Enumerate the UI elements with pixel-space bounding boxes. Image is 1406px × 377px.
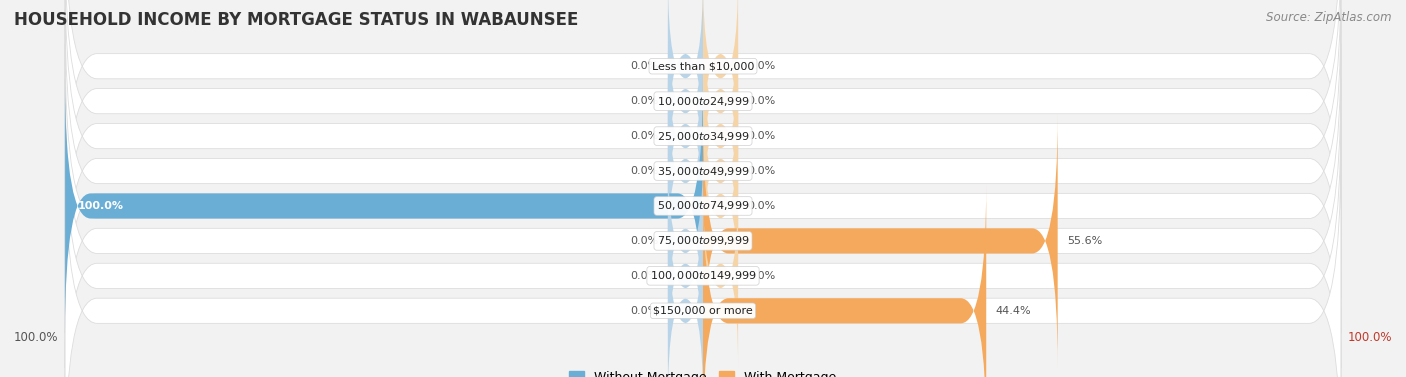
FancyBboxPatch shape — [65, 0, 1341, 298]
FancyBboxPatch shape — [703, 44, 738, 228]
FancyBboxPatch shape — [668, 219, 703, 377]
Text: 44.4%: 44.4% — [995, 306, 1032, 316]
Text: 0.0%: 0.0% — [748, 96, 776, 106]
Text: 100.0%: 100.0% — [77, 201, 124, 211]
Text: 0.0%: 0.0% — [630, 166, 658, 176]
Text: $10,000 to $24,999: $10,000 to $24,999 — [657, 95, 749, 108]
FancyBboxPatch shape — [65, 0, 1341, 228]
Text: 0.0%: 0.0% — [630, 271, 658, 281]
FancyBboxPatch shape — [65, 9, 1341, 333]
Text: $50,000 to $74,999: $50,000 to $74,999 — [657, 199, 749, 213]
FancyBboxPatch shape — [703, 184, 738, 368]
Text: Less than $10,000: Less than $10,000 — [652, 61, 754, 71]
Text: Source: ZipAtlas.com: Source: ZipAtlas.com — [1267, 11, 1392, 24]
Text: 55.6%: 55.6% — [1067, 236, 1102, 246]
FancyBboxPatch shape — [668, 0, 703, 158]
FancyBboxPatch shape — [65, 44, 1341, 368]
FancyBboxPatch shape — [703, 0, 738, 158]
Text: 0.0%: 0.0% — [630, 96, 658, 106]
FancyBboxPatch shape — [703, 184, 986, 377]
Text: HOUSEHOLD INCOME BY MORTGAGE STATUS IN WABAUNSEE: HOUSEHOLD INCOME BY MORTGAGE STATUS IN W… — [14, 11, 578, 29]
FancyBboxPatch shape — [703, 114, 738, 298]
Text: $75,000 to $99,999: $75,000 to $99,999 — [657, 234, 749, 247]
Text: 0.0%: 0.0% — [630, 236, 658, 246]
Text: 0.0%: 0.0% — [748, 131, 776, 141]
FancyBboxPatch shape — [668, 149, 703, 333]
Text: 0.0%: 0.0% — [630, 131, 658, 141]
Text: 0.0%: 0.0% — [630, 61, 658, 71]
Text: 0.0%: 0.0% — [748, 201, 776, 211]
FancyBboxPatch shape — [703, 114, 1057, 368]
FancyBboxPatch shape — [668, 79, 703, 263]
Text: $150,000 or more: $150,000 or more — [654, 306, 752, 316]
FancyBboxPatch shape — [65, 79, 1341, 377]
Text: 0.0%: 0.0% — [748, 271, 776, 281]
Text: 100.0%: 100.0% — [1347, 331, 1392, 344]
Legend: Without Mortgage, With Mortgage: Without Mortgage, With Mortgage — [564, 366, 842, 377]
Text: 0.0%: 0.0% — [748, 61, 776, 71]
Text: 0.0%: 0.0% — [748, 166, 776, 176]
Text: 100.0%: 100.0% — [14, 331, 59, 344]
FancyBboxPatch shape — [65, 149, 1341, 377]
Text: 0.0%: 0.0% — [630, 306, 658, 316]
FancyBboxPatch shape — [668, 184, 703, 368]
FancyBboxPatch shape — [668, 44, 703, 228]
Text: $100,000 to $149,999: $100,000 to $149,999 — [650, 269, 756, 282]
FancyBboxPatch shape — [668, 9, 703, 193]
FancyBboxPatch shape — [65, 79, 703, 333]
FancyBboxPatch shape — [703, 79, 738, 263]
Text: $25,000 to $34,999: $25,000 to $34,999 — [657, 130, 749, 143]
FancyBboxPatch shape — [65, 0, 1341, 263]
Text: $35,000 to $49,999: $35,000 to $49,999 — [657, 164, 749, 178]
FancyBboxPatch shape — [65, 114, 1341, 377]
FancyBboxPatch shape — [703, 9, 738, 193]
